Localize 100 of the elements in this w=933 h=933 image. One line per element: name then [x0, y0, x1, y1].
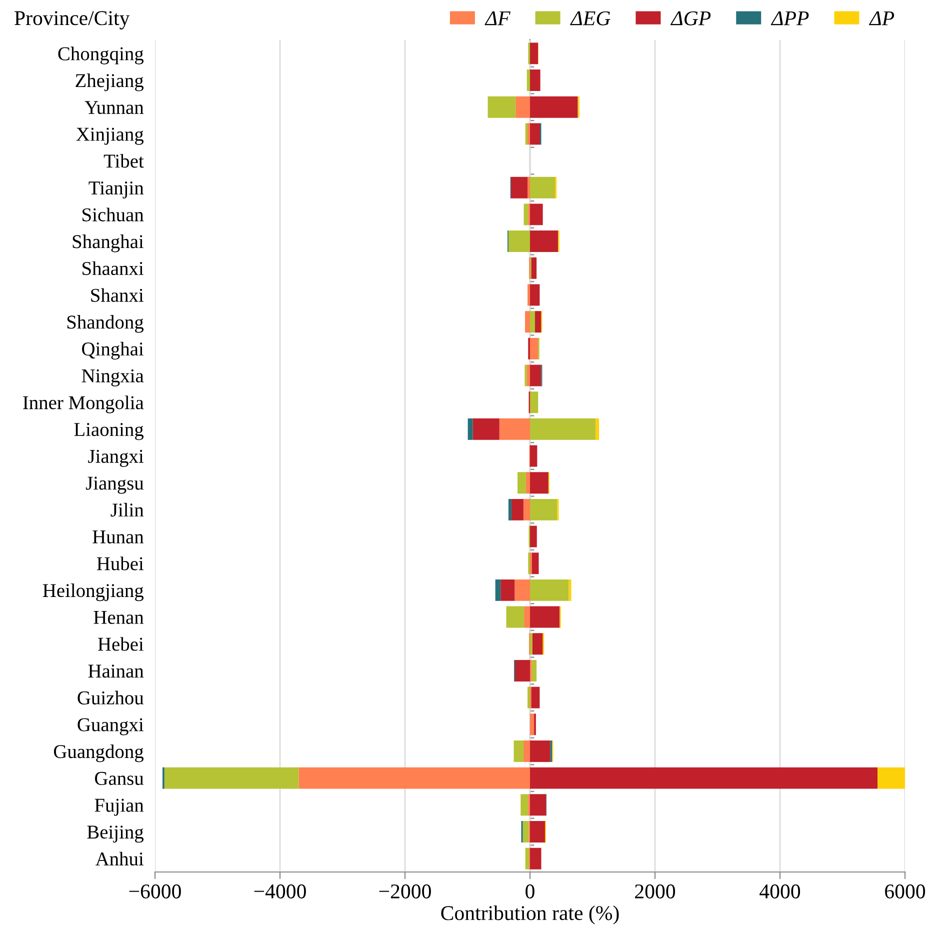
bar [522, 821, 529, 842]
y-tick-label: Qinghai [82, 342, 144, 360]
y-tick-label: Inner Mongolia [23, 396, 144, 414]
y-tick-label: Chongqing [58, 46, 144, 64]
bar [532, 660, 537, 682]
y-tick-label: Hubei [96, 556, 144, 570]
y-tick-label: Hainan [88, 664, 144, 678]
bar [878, 767, 905, 789]
legend-label: ΔF [484, 11, 510, 26]
bar [530, 230, 558, 252]
y-tick-label: Jilin [110, 502, 144, 517]
x-tick-label: 2000 [635, 884, 676, 898]
y-tick-label: Sichuan [82, 208, 144, 222]
bar [526, 70, 530, 91]
bar [514, 740, 524, 762]
legend-label: ΔEG [570, 11, 610, 26]
bar [531, 686, 540, 708]
bar [508, 230, 530, 252]
bar [532, 552, 539, 574]
bar [499, 418, 530, 440]
bar [515, 660, 530, 682]
bar [530, 311, 535, 333]
bar [526, 472, 530, 494]
x-tick-label: −2000 [379, 884, 431, 898]
bar [530, 794, 546, 816]
legend-label: ΔGP [670, 11, 711, 26]
bar [530, 848, 542, 870]
bar [500, 579, 515, 601]
bar [488, 96, 516, 118]
bar [518, 472, 526, 494]
x-tick-label: 6000 [885, 884, 926, 898]
bar [525, 848, 530, 870]
y-tick-label: Guizhou [78, 690, 144, 704]
bar [472, 418, 500, 440]
bar [530, 338, 538, 360]
bar [524, 204, 528, 226]
y-tick-label: Tianjin [88, 181, 144, 198]
bar [531, 257, 537, 279]
y-tick-label: Xinjiang [76, 128, 144, 145]
y-tick-label: Shaanxi [82, 261, 144, 276]
bar [526, 364, 530, 386]
y-tick-label: Fujian [94, 798, 144, 816]
x-tick-label: −4000 [254, 884, 306, 898]
y-tick-label: Shanghai [72, 234, 144, 252]
y-tick-label: Jiangxi [88, 450, 144, 467]
y-tick-label: Henan [94, 611, 144, 624]
x-tick-label: 4000 [760, 884, 800, 898]
bar [298, 767, 530, 789]
bar [530, 445, 538, 467]
bar [530, 392, 538, 414]
x-axis-title: Contribution rate (%) [441, 905, 619, 924]
y-tick-label: Gansu [95, 772, 144, 785]
y-tick-label: Heilongjiang [42, 583, 144, 602]
y-tick-label: Guangdong [54, 744, 144, 762]
bar [530, 526, 537, 548]
y-tick-label: Zhejiang [76, 74, 144, 92]
bar [530, 176, 555, 198]
bar [164, 767, 299, 789]
bar [530, 123, 540, 145]
bar [530, 364, 542, 386]
y-tick-label: Beijing [87, 826, 144, 843]
bar [506, 606, 524, 628]
bar [530, 42, 538, 64]
bar [530, 96, 578, 118]
y-tick-label: Shandong [67, 315, 144, 333]
bar [596, 418, 600, 440]
y-tick-label: Jiangsu [86, 476, 144, 494]
bar [530, 204, 543, 226]
bar [508, 498, 512, 520]
bar [530, 70, 540, 91]
bar [520, 794, 528, 816]
y-tick-label: Tibet [104, 154, 144, 168]
bar [530, 821, 545, 842]
y-tick-label: Anhui [95, 852, 144, 866]
bar [516, 96, 530, 118]
bar [530, 740, 550, 762]
bar [530, 418, 596, 440]
bar [530, 579, 569, 601]
x-tick-label: 0 [526, 884, 534, 898]
bar [530, 498, 558, 520]
x-tick-label: −6000 [129, 884, 181, 898]
y-tick-label: Guangxi [78, 718, 144, 736]
bar [530, 606, 560, 628]
bar [532, 633, 543, 655]
legend-label: ΔPP [770, 11, 809, 26]
bar [530, 714, 534, 736]
bar [530, 472, 548, 494]
y-axis-title: Province/City [14, 11, 130, 30]
bar [530, 767, 878, 789]
bar [468, 418, 473, 440]
legend-label: ΔP [868, 11, 894, 26]
bar [530, 284, 540, 306]
y-tick-label: Hunan [92, 530, 144, 544]
y-tick-label: Ningxia [82, 369, 144, 386]
bar [525, 311, 530, 333]
bar [523, 740, 530, 762]
y-tick-label: Liaoning [74, 423, 144, 440]
bar [512, 498, 524, 520]
bar [535, 311, 542, 333]
y-tick-label: Hebei [98, 637, 144, 651]
